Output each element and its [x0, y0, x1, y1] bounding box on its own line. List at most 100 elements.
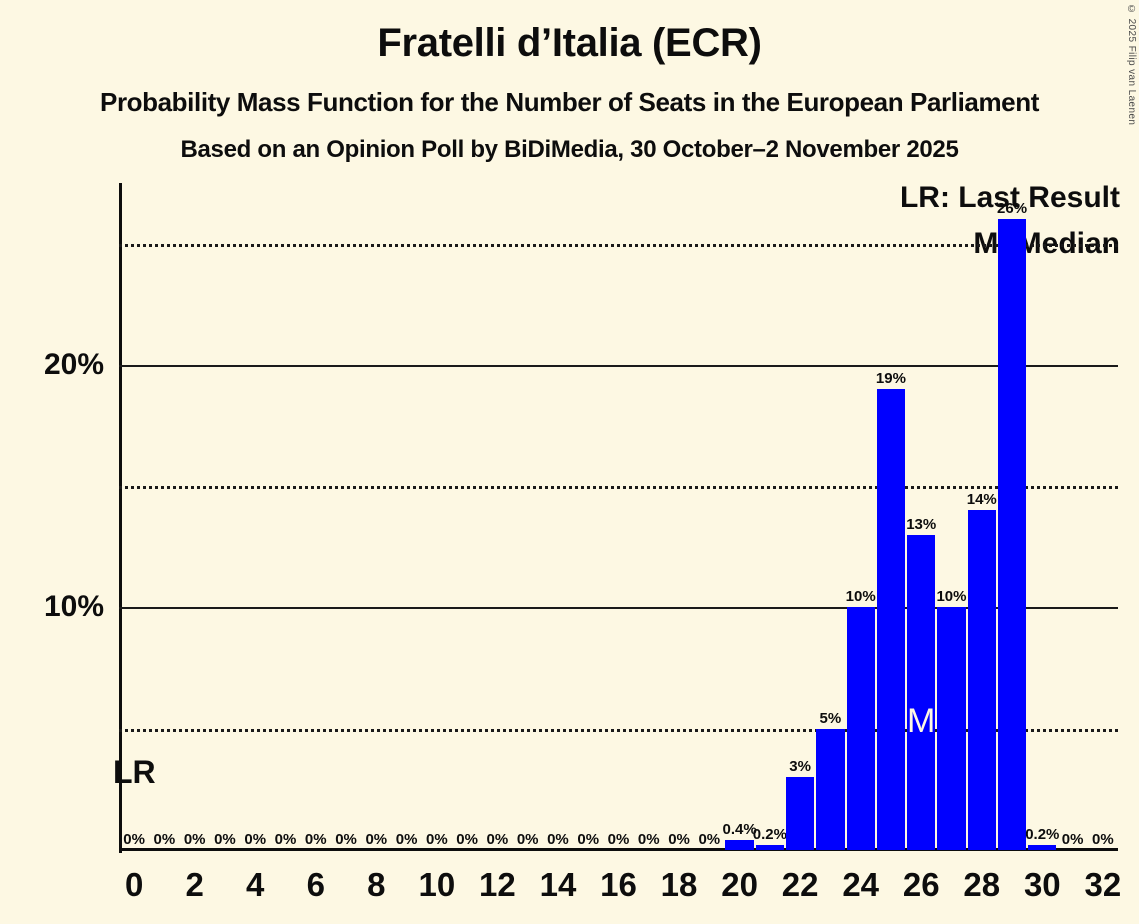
bar-slot: 0%	[119, 183, 149, 850]
bar-value-label: 0%	[304, 831, 327, 848]
y-axis-tick-label: 20%	[43, 347, 104, 381]
bar-slot: 0%	[422, 183, 452, 850]
bar-value-label: 0%	[1061, 831, 1084, 848]
bar-slot: 10%	[846, 183, 876, 850]
bar-value-label: 0%	[214, 831, 236, 848]
bar-slot: 26%	[997, 183, 1027, 850]
x-axis-tick-label: 14	[539, 866, 577, 903]
bar-slot: 0%	[482, 183, 512, 850]
bar-slot: 19%	[876, 183, 906, 850]
bar-slot: 0%	[240, 183, 270, 850]
x-axis-tick-label: 16	[600, 866, 637, 903]
x-axis-tick-label: 0	[124, 866, 144, 903]
bar[interactable]	[1028, 845, 1057, 850]
bar-value-label: 0.4%	[722, 821, 757, 839]
bar-value-label: 0%	[577, 831, 600, 848]
bar-slot: 0%	[1088, 183, 1118, 850]
bar[interactable]	[967, 510, 996, 850]
bar-value-label: 0%	[274, 831, 297, 848]
x-axis-tick-label: 2	[185, 866, 204, 903]
x-axis-tick-label: 8	[367, 866, 386, 903]
x-axis-tick-label: 20	[721, 866, 758, 903]
bar-value-label: 0%	[607, 831, 630, 848]
bar-slot: 5%	[815, 183, 845, 850]
bar-slot: 0%	[543, 183, 573, 850]
bar-value-label: 5%	[819, 709, 842, 727]
bar-value-label: 0%	[426, 831, 448, 848]
x-axis-tick-label: 12	[479, 866, 516, 903]
bar-value-label: 0%	[516, 831, 539, 848]
bar-slot: 0%	[301, 183, 331, 850]
bar[interactable]	[846, 607, 875, 850]
gridline-25pct	[119, 243, 1118, 247]
gridline-10pct	[119, 607, 1118, 610]
x-axis-tick-label: 28	[963, 866, 1001, 903]
bar-slot: 0%	[1057, 183, 1087, 850]
bar[interactable]	[755, 845, 784, 850]
bar-value-label: 0%	[365, 831, 388, 848]
bar-value-label: 0%	[183, 831, 206, 848]
x-axis-tick-label: 4	[246, 866, 265, 903]
gridline-5pct	[119, 728, 1118, 732]
bar-value-label: 0.2%	[752, 826, 787, 844]
bar-slot: 14%	[967, 183, 997, 850]
median-marker: M	[907, 702, 936, 740]
bar-slot: 0.2%	[1025, 183, 1060, 850]
gridline-15pct	[119, 486, 1118, 490]
legend-last-result: LR: Last Result	[899, 181, 1120, 214]
x-axis-tick-label: 18	[660, 866, 698, 903]
bar-value-label: 0%	[547, 831, 569, 848]
x-axis-tick-label: 30	[1023, 866, 1061, 903]
bar[interactable]	[816, 728, 845, 850]
chart-subtitle: Probability Mass Function for the Number…	[100, 87, 1039, 117]
bar-slot: 10%	[936, 183, 967, 850]
bar[interactable]	[725, 840, 754, 850]
bar-value-label: 0%	[668, 831, 690, 848]
chart-source-line: Based on an Opinion Poll by BiDiMedia, 3…	[180, 136, 959, 163]
bar[interactable]	[786, 777, 815, 850]
bar-value-label: 0%	[637, 831, 660, 848]
bar-value-label: 3%	[789, 758, 811, 776]
bar-slot: 0.2%	[752, 183, 787, 850]
x-axis-tick-label: 24	[842, 866, 880, 903]
bar-slot: 3%	[785, 183, 815, 850]
bar[interactable]	[997, 219, 1027, 850]
y-axis-line	[119, 183, 122, 853]
bar-value-label: 26%	[997, 200, 1028, 218]
bar[interactable]	[907, 534, 936, 850]
bar-value-label: 10%	[845, 588, 876, 606]
bar-slot: 0%	[270, 183, 300, 850]
bar-slot: 0%	[694, 183, 724, 850]
x-axis-tick-label: 10	[418, 866, 456, 903]
plot-area: 0% 0% 0% 0% 0% 0% 0% 0% 0% 0% 0% 0% 0% 0% 0% 0% 0% 0% 0% 0%…	[119, 183, 1118, 850]
bar-value-label: 0%	[1092, 831, 1114, 848]
bar-value-label: 0%	[456, 831, 478, 848]
bar-slot: 0.4%	[722, 183, 757, 850]
copyright-notice: © 2025 Filip van Laenen	[1126, 4, 1137, 126]
bar-value-label: 0%	[486, 831, 509, 848]
bar-slot: 0%	[573, 183, 603, 850]
bar-slot: 0%	[361, 183, 391, 850]
y-axis-tick-label: 10%	[43, 590, 104, 624]
bar-value-label: 10%	[936, 588, 967, 606]
bar-slot: 0%	[391, 183, 421, 850]
x-axis-tick-label: 6	[306, 866, 325, 903]
bar-slot: 0%	[210, 183, 240, 850]
bar-value-label: 0.2%	[1025, 826, 1060, 844]
last-result-marker: LR	[113, 754, 156, 790]
bar-slot: 0%	[331, 183, 361, 850]
bar-value-label: 14%	[966, 491, 997, 509]
x-axis-tick-label: 32	[1084, 866, 1122, 903]
bar[interactable]	[937, 607, 966, 850]
x-axis-tick-label: 22	[781, 866, 819, 903]
x-axis-tick-label: 26	[902, 866, 940, 903]
bar-value-label: 0%	[153, 831, 176, 848]
bar-slot: 0%	[664, 183, 694, 850]
bar[interactable]	[876, 389, 906, 850]
bar-value-label: 19%	[875, 370, 906, 388]
legend-median: M: Median	[973, 227, 1120, 260]
bar-slot: 0%	[603, 183, 633, 850]
bar-value-label: 0%	[244, 831, 267, 848]
bar-slot: 0%	[452, 183, 482, 850]
